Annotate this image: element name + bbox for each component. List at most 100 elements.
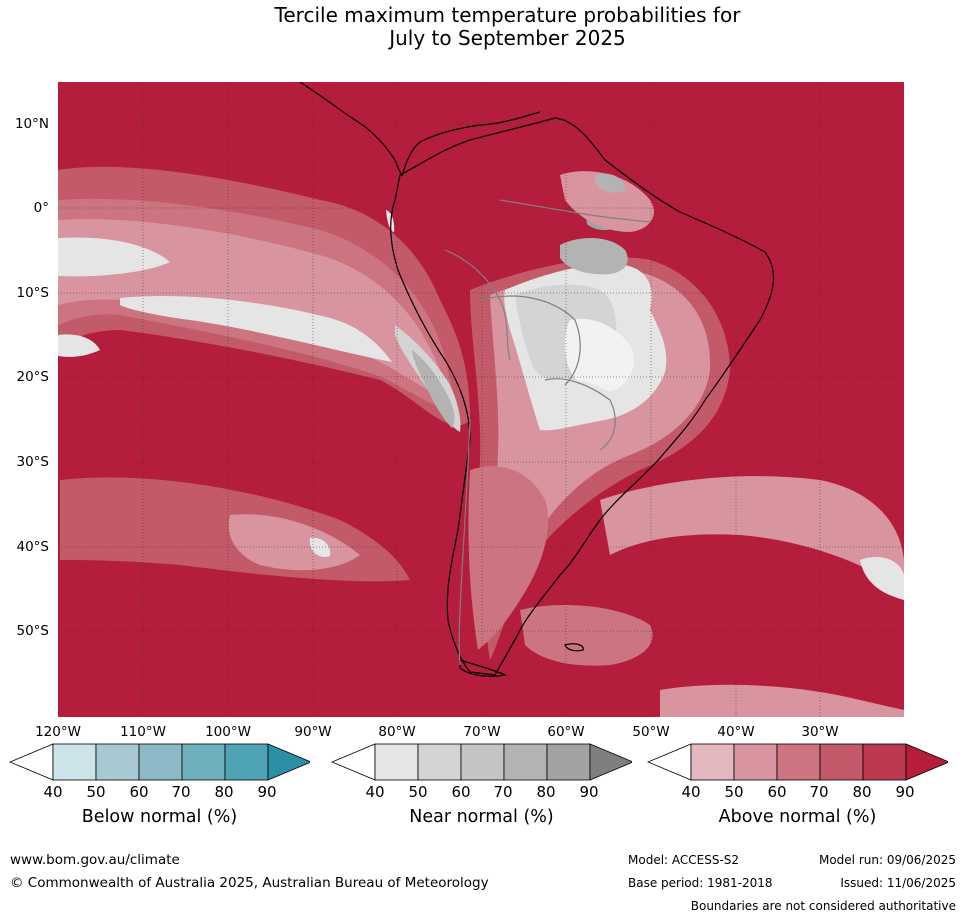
near-tick-60: 60 — [451, 783, 471, 801]
near-tick-80: 80 — [536, 783, 556, 801]
near-tick-50: 50 — [408, 783, 428, 801]
colorbar-above-title: Above normal (%) — [718, 807, 877, 827]
below-colorbar-box-1 — [52, 743, 97, 781]
caribbean-coast — [401, 111, 541, 177]
lon-label-100w: 100°W — [205, 724, 251, 740]
tierra-del-fuego — [459, 659, 507, 677]
near-70-region-guiana — [595, 173, 626, 193]
below-tick-80: 80 — [214, 783, 234, 801]
below-tick-40: 40 — [43, 783, 63, 801]
lon-label-90w: 90°W — [294, 724, 332, 740]
colorbar-near — [331, 743, 632, 781]
lon-label-80w: 80°W — [378, 724, 416, 740]
below-colorbar-arrow-high — [267, 743, 310, 781]
above-50-region-ne-brazil — [560, 171, 654, 232]
border-bolivia — [479, 295, 581, 386]
above-tick-90: 90 — [895, 783, 915, 801]
above-colorbar-box-4 — [819, 743, 864, 781]
lon-label-40w: 40°W — [717, 724, 755, 740]
lat-label-10s: 10°S — [16, 285, 50, 301]
near-40-band-3 — [58, 334, 100, 357]
footer-disclaimer: Boundaries are not considered authoritat… — [690, 899, 956, 913]
lat-label-40s: 40°S — [16, 539, 50, 555]
near-40-region-parana — [540, 378, 610, 418]
below-colorbar-box-4 — [181, 743, 226, 781]
above-colorbar-arrow-low — [647, 743, 692, 781]
below-tick-50: 50 — [86, 783, 106, 801]
near-tick-40: 40 — [365, 783, 385, 801]
above-tick-50: 50 — [724, 783, 744, 801]
near-colorbar-arrow-low — [331, 743, 376, 781]
graticule — [58, 82, 904, 717]
lat-label-50s: 50°S — [16, 623, 50, 639]
above-50-region-atlantic — [600, 476, 904, 590]
footer-model: Model: ACCESS-S2 — [628, 853, 740, 867]
near-colorbar-box-4 — [503, 743, 548, 781]
above-60-region-patagonia-shelf — [520, 605, 653, 666]
footer-base-period: Base period: 1981-2018 — [628, 876, 773, 890]
border-peru-brazil — [444, 249, 511, 361]
below-colorbar-box-3 — [138, 743, 183, 781]
below-colorbar-arrow-low — [9, 743, 54, 781]
border-paraguay — [544, 378, 616, 451]
lon-label-30w: 30°W — [801, 724, 839, 740]
lat-label-20s: 20°S — [16, 369, 50, 385]
below-tick-60: 60 — [129, 783, 149, 801]
near-40-region-ne-atlantic — [860, 556, 904, 600]
below-colorbar-box-5 — [224, 743, 269, 781]
probability-field — [58, 82, 904, 717]
below-tick-70: 70 — [171, 783, 191, 801]
colorbar-above — [647, 743, 948, 781]
near-70-region-amazon — [560, 238, 628, 275]
above-tick-70: 70 — [809, 783, 829, 801]
colorbar-below-title: Below normal (%) — [81, 807, 238, 827]
near-tick-70: 70 — [493, 783, 513, 801]
footer-copyright: © Commonwealth of Australia 2025, Austra… — [10, 875, 489, 891]
lon-label-120w: 120°W — [35, 724, 81, 740]
above-tick-80: 80 — [852, 783, 872, 801]
near-40-andes-offshore — [386, 210, 395, 232]
above-tick-40: 40 — [681, 783, 701, 801]
footer-website: www.bom.gov.au/climate — [10, 852, 180, 868]
lat-label-0: 0° — [33, 200, 49, 216]
colorbar-near-title: Near normal (%) — [409, 807, 554, 827]
above-colorbar-box-3 — [776, 743, 821, 781]
above-50-region-sw-pacific — [660, 684, 904, 717]
above-colorbar-box-5 — [862, 743, 907, 781]
lon-label-70w: 70°W — [463, 724, 501, 740]
above-colorbar-box-1 — [690, 743, 735, 781]
country-borders — [444, 199, 651, 666]
above-colorbar-arrow-high — [905, 743, 948, 781]
coastlines — [299, 82, 775, 677]
near-colorbar-box-2 — [417, 743, 462, 781]
below-colorbar-box-2 — [95, 743, 140, 781]
lon-label-50w: 50°W — [632, 724, 670, 740]
lat-label-30s: 30°S — [16, 454, 50, 470]
footer-issued: Issued: 11/06/2025 — [840, 876, 956, 890]
near-white-region-chaco — [564, 318, 634, 393]
border-argentina-chile — [458, 419, 471, 666]
near-40-region-south-pacific — [309, 537, 331, 558]
colorbar-near-svg — [331, 743, 632, 781]
near-tick-90: 90 — [579, 783, 599, 801]
falklands — [564, 643, 584, 652]
lon-label-110w: 110°W — [120, 724, 166, 740]
central-america-coast — [299, 82, 403, 177]
near-70-andes-core — [412, 350, 455, 428]
title-line-1: Tercile maximum temperature probabilitie… — [274, 3, 741, 27]
colorbar-above-svg — [647, 743, 948, 781]
near-colorbar-box-1 — [374, 743, 419, 781]
footer-model-run: Model run: 09/06/2025 — [818, 853, 956, 867]
above-60-region-southern-cone — [468, 466, 549, 650]
near-40-band-2 — [120, 296, 392, 362]
near-colorbar-arrow-high — [589, 743, 632, 781]
lat-label-10n: 10°N — [14, 116, 49, 132]
below-tick-90: 90 — [257, 783, 277, 801]
lon-label-60w: 60°W — [547, 724, 585, 740]
near-colorbar-box-3 — [460, 743, 505, 781]
map-title: Tercile maximum temperature probabilitie… — [0, 4, 965, 50]
near-colorbar-box-5 — [546, 743, 591, 781]
above-tick-60: 60 — [767, 783, 787, 801]
border-brazil-north — [499, 199, 651, 223]
